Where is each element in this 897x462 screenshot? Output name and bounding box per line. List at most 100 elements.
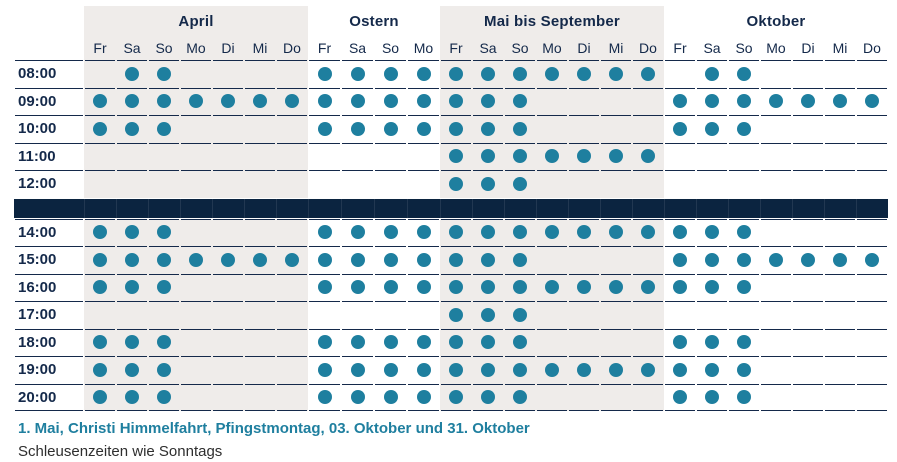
schedule-cell	[568, 218, 600, 246]
closed-hour-bar-segment	[632, 198, 664, 218]
schedule-cell	[440, 328, 472, 356]
schedule-cell	[116, 60, 148, 88]
availability-dot	[93, 121, 107, 136]
availability-dot	[157, 362, 171, 377]
day-header: Sa	[703, 40, 721, 56]
schedule-cell	[374, 383, 407, 412]
schedule-cell	[600, 87, 632, 115]
availability-dot	[317, 280, 332, 295]
schedule-cell	[341, 142, 374, 171]
closed-hour-bar-segment	[664, 198, 696, 218]
schedule-cell	[632, 87, 664, 115]
schedule-cell	[728, 383, 760, 412]
availability-dot	[833, 252, 847, 267]
availability-dot	[513, 149, 527, 164]
availability-dot	[481, 176, 495, 191]
schedule-cell	[407, 383, 440, 412]
group-header-april: April	[84, 6, 308, 36]
availability-dot	[481, 121, 495, 136]
schedule-cell	[568, 60, 600, 88]
availability-dot	[125, 362, 139, 377]
schedule-cell	[84, 142, 116, 170]
availability-dot	[577, 225, 591, 240]
schedule-cell	[632, 142, 664, 170]
availability-dot	[641, 66, 655, 81]
schedule-cell	[696, 142, 728, 171]
availability-dot	[705, 66, 719, 81]
schedule-cell	[148, 273, 180, 301]
schedule-cell	[440, 301, 472, 329]
schedule-cell	[276, 115, 308, 143]
schedule-cell	[824, 218, 856, 247]
schedule-cell	[664, 87, 696, 116]
schedule-cell	[180, 328, 212, 356]
time-label: 11:00	[14, 142, 84, 171]
schedule-cell	[472, 115, 504, 143]
availability-dot	[513, 252, 527, 267]
closed-hour-bar-segment	[728, 198, 760, 218]
availability-dot	[673, 121, 687, 136]
availability-dot	[416, 225, 431, 240]
schedule-cell	[244, 170, 276, 198]
availability-dot	[545, 280, 559, 295]
table-row: 12:00	[14, 170, 888, 198]
availability-dot	[350, 94, 365, 109]
time-label: 19:00	[14, 356, 84, 384]
availability-dot	[416, 362, 431, 377]
schedule-cell	[536, 87, 568, 115]
availability-dot	[350, 390, 365, 405]
availability-dot	[609, 66, 623, 81]
availability-dot	[383, 335, 398, 350]
schedule-cell	[180, 218, 212, 246]
schedule-cell	[728, 301, 760, 329]
schedule-cell	[504, 115, 536, 143]
schedule-cell	[536, 170, 568, 198]
availability-dot	[93, 225, 107, 240]
schedule-cell	[824, 246, 856, 274]
schedule-cell	[341, 356, 374, 384]
schedule-cell	[600, 170, 632, 198]
availability-dot	[481, 225, 495, 240]
schedule-cell	[856, 246, 888, 274]
schedule-cell	[276, 142, 308, 170]
schedule-cell	[632, 218, 664, 246]
table-row: 14:00	[14, 218, 888, 247]
schedule-cell	[440, 60, 472, 88]
availability-dot	[577, 362, 591, 377]
schedule-cell	[568, 328, 600, 356]
availability-dot	[705, 94, 719, 109]
schedule-cell	[824, 115, 856, 143]
schedule-cell	[276, 383, 308, 411]
schedule-cell	[244, 356, 276, 384]
schedule-cell	[696, 356, 728, 384]
schedule-cell	[536, 273, 568, 301]
schedule-cell	[341, 60, 374, 88]
availability-dot	[513, 225, 527, 240]
schedule-cell	[341, 301, 374, 329]
day-header: So	[735, 40, 753, 56]
schedule-cell	[856, 115, 888, 143]
schedule-cell	[374, 115, 407, 143]
schedule-cell	[244, 246, 276, 274]
closed-hour-bar-segment	[696, 198, 728, 218]
schedule-cell	[760, 301, 792, 329]
table-row: 15:00	[14, 246, 888, 274]
schedule-cell	[212, 87, 244, 115]
availability-dot	[125, 335, 139, 350]
table-row: 09:00	[14, 87, 888, 116]
availability-dot	[641, 149, 655, 164]
schedule-cell	[440, 142, 472, 170]
schedule-cell	[374, 328, 407, 357]
schedule-cell	[148, 218, 180, 246]
schedule-cell	[696, 60, 728, 88]
schedule-cell	[856, 301, 888, 329]
availability-dot	[449, 225, 463, 240]
schedule-cell	[728, 356, 760, 384]
schedule-cell	[212, 383, 244, 411]
availability-dot	[481, 362, 495, 377]
group-header-ostern: Ostern	[349, 12, 399, 30]
schedule-cell	[212, 273, 244, 301]
availability-dot	[416, 121, 431, 136]
availability-dot	[449, 280, 463, 295]
availability-dot	[481, 390, 495, 405]
